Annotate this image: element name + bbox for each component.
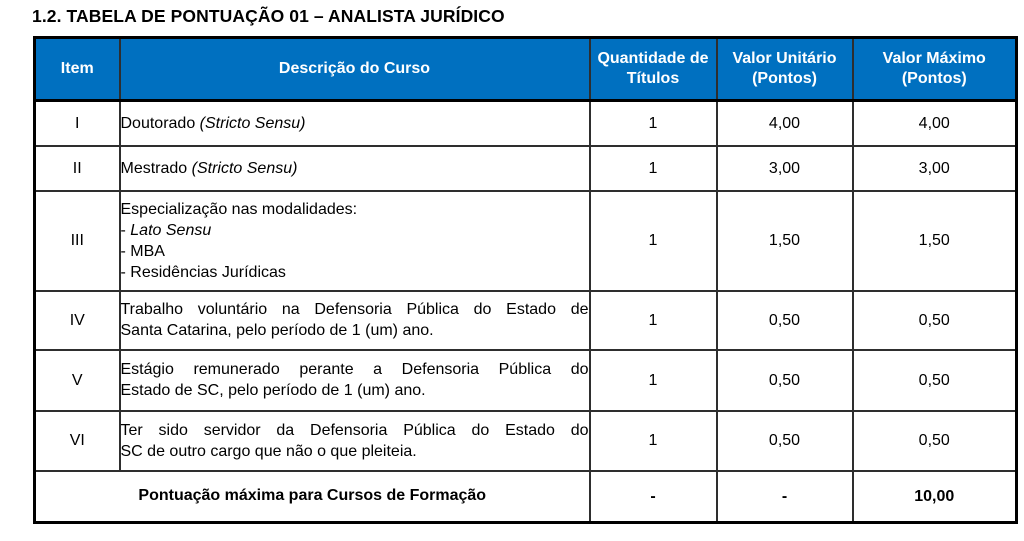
table-row: VI Ter sido servidor da Defensoria Públi… <box>33 409 1018 472</box>
cell-item: II <box>33 144 121 192</box>
table-row: I Doutorado (Stricto Sensu) 1 4,00 4,00 <box>33 99 1018 147</box>
cell-valor-unitario: 0,50 <box>715 348 854 412</box>
footer-valor-unitario: - <box>715 469 854 524</box>
header-quantidade: Quantidade de Títulos <box>588 36 718 102</box>
desc-line: Estado de SC, pelo período de 1 (um) ano… <box>120 382 426 399</box>
cell-quantidade: 1 <box>588 409 718 472</box>
cell-item: VI <box>33 409 121 472</box>
cell-quantidade: 1 <box>588 289 718 351</box>
cell-valor-unitario: 3,00 <box>715 144 854 192</box>
desc-line: Ter sido servidor da Defensoria Pública … <box>120 421 589 439</box>
table-footer-row: Pontuação máxima para Cursos de Formação… <box>33 469 1018 524</box>
cell-valor-unitario: 0,50 <box>715 289 854 351</box>
footer-valor-maximo: 10,00 <box>851 469 1018 524</box>
cell-valor-unitario: 1,50 <box>715 189 854 292</box>
cell-descricao: Mestrado (Stricto Sensu) <box>118 144 591 192</box>
cell-item: III <box>33 189 121 292</box>
cell-valor-maximo: 0,50 <box>851 348 1018 412</box>
table-row: IV Trabalho voluntário na Defensoria Púb… <box>33 289 1018 351</box>
desc-line: - Lato Sensu <box>120 221 212 239</box>
table-row: III Especialização nas modalidades: - La… <box>33 189 1018 292</box>
cell-quantidade: 1 <box>588 348 718 412</box>
table-header-row: Item Descrição do Curso Quantidade de Tí… <box>33 36 1018 102</box>
cell-descricao: Trabalho voluntário na Defensoria Públic… <box>118 289 591 351</box>
page-title: 1.2. TABELA DE PONTUAÇÃO 01 – ANALISTA J… <box>32 6 505 26</box>
footer-quantidade: - <box>588 469 718 524</box>
table-row: II Mestrado (Stricto Sensu) 1 3,00 3,00 <box>33 144 1018 192</box>
cell-descricao: Especialização nas modalidades: - Lato S… <box>118 189 591 292</box>
desc-text: Mestrado <box>120 159 192 177</box>
header-valor-maximo: Valor Máximo (Pontos) <box>851 36 1018 102</box>
cell-valor-maximo: 1,50 <box>851 189 1018 292</box>
cell-descricao: Estágio remunerado perante a Defensoria … <box>118 348 591 412</box>
cell-item: I <box>33 99 121 147</box>
cell-descricao: Ter sido servidor da Defensoria Pública … <box>118 409 591 472</box>
cell-quantidade: 1 <box>588 189 718 292</box>
cell-valor-maximo: 4,00 <box>851 99 1018 147</box>
desc-line: Santa Catarina, pelo período de 1 (um) a… <box>120 322 434 339</box>
desc-line: SC de outro cargo que não o que pleiteia… <box>120 442 417 460</box>
cell-item: IV <box>33 289 121 351</box>
cell-descricao: Doutorado (Stricto Sensu) <box>118 99 591 147</box>
cell-valor-maximo: 0,50 <box>851 289 1018 351</box>
scoring-table: Item Descrição do Curso Quantidade de Tí… <box>33 36 1018 524</box>
cell-valor-maximo: 3,00 <box>851 144 1018 192</box>
table-row: V Estágio remunerado perante a Defensori… <box>33 348 1018 412</box>
header-valor-unitario: Valor Unitário (Pontos) <box>715 36 854 102</box>
footer-label: Pontuação máxima para Cursos de Formação <box>33 469 591 524</box>
desc-text-italic: (Stricto Sensu) <box>191 159 298 177</box>
cell-quantidade: 1 <box>588 99 718 147</box>
desc-line: - MBA <box>120 242 165 260</box>
cell-valor-unitario: 4,00 <box>715 99 854 147</box>
cell-quantidade: 1 <box>588 144 718 192</box>
desc-line: Trabalho voluntário na Defensoria Públic… <box>120 301 589 318</box>
desc-text-italic: (Stricto Sensu) <box>199 114 306 132</box>
cell-valor-unitario: 0,50 <box>715 409 854 472</box>
cell-item: V <box>33 348 121 412</box>
desc-line: Especialização nas modalidades: <box>120 200 358 218</box>
desc-line: - Residências Jurídicas <box>120 263 286 281</box>
header-item: Item <box>33 36 121 102</box>
cell-valor-maximo: 0,50 <box>851 409 1018 472</box>
desc-line: Estágio remunerado perante a Defensoria … <box>120 361 589 378</box>
desc-text: Doutorado <box>120 114 200 132</box>
header-descricao: Descrição do Curso <box>118 36 591 102</box>
desc-text-italic: Lato Sensu <box>130 221 212 239</box>
